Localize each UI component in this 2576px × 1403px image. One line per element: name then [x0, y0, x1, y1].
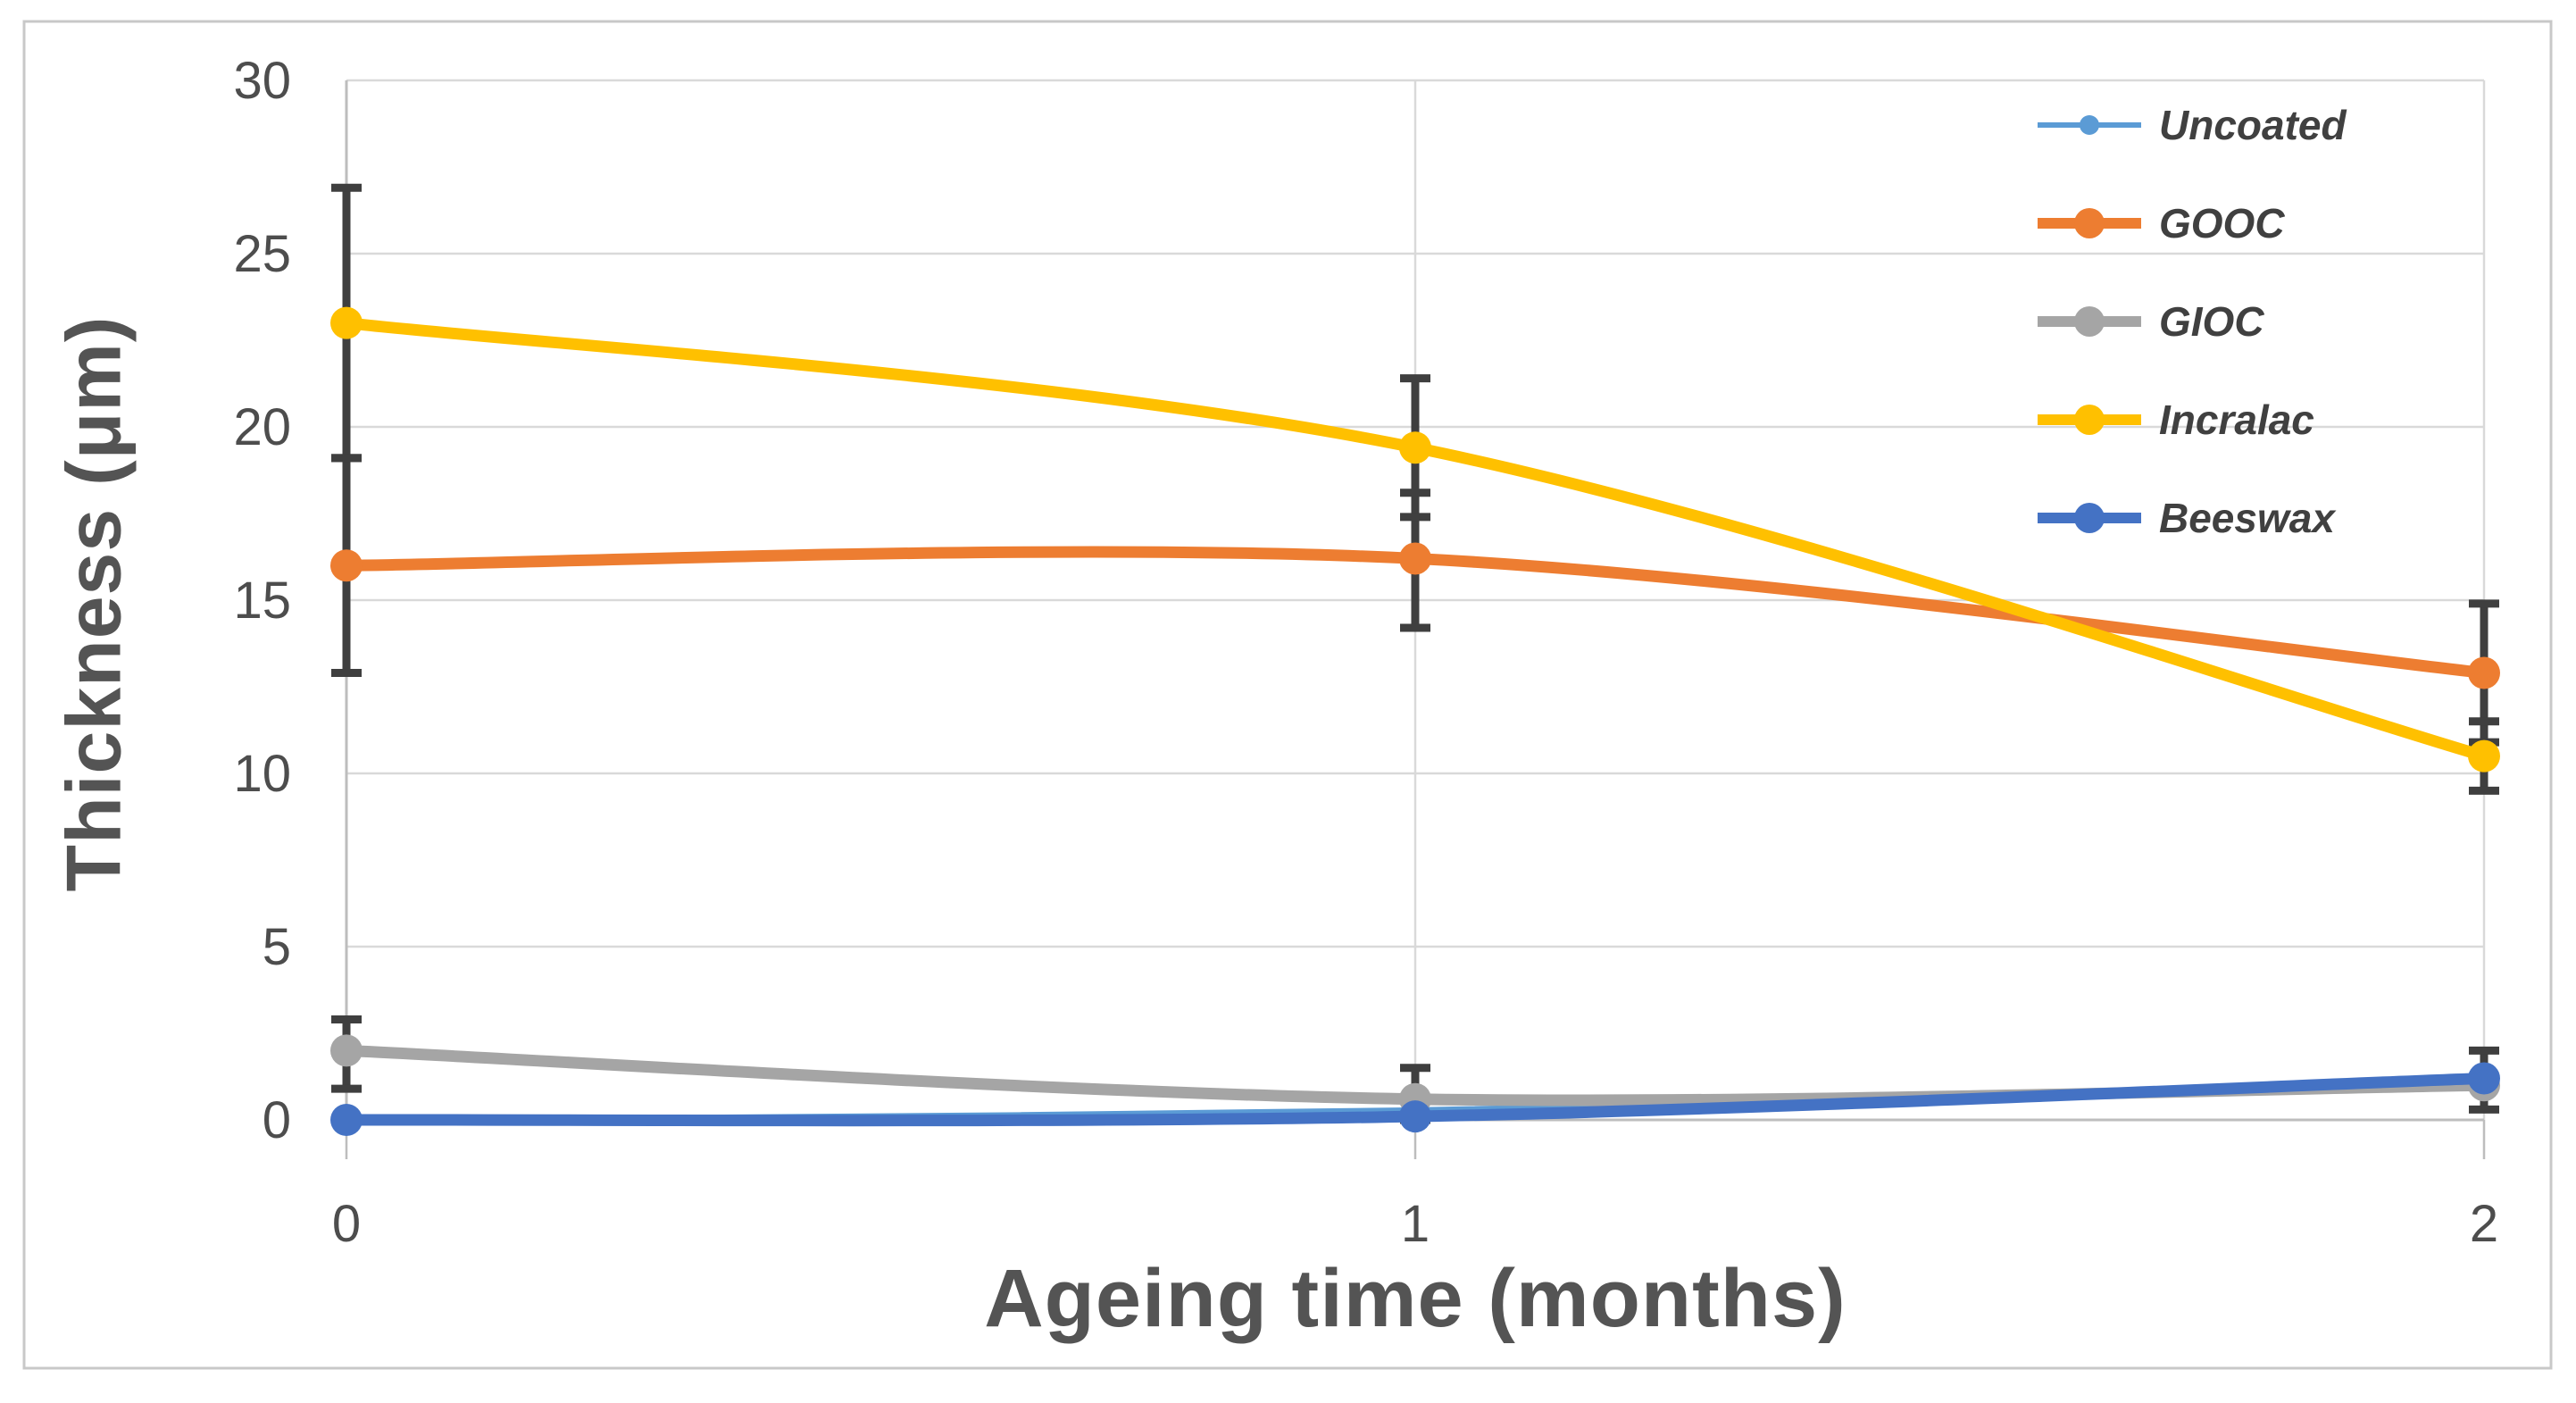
y-tick-label-5: 5 — [263, 918, 291, 976]
marker-beeswax-x1 — [1399, 1100, 1431, 1133]
marker-gioc-x0 — [330, 1034, 363, 1067]
marker-gooc-x0 — [330, 549, 363, 582]
marker-incralac-x0 — [330, 306, 363, 339]
legend-label-beeswax: Beeswax — [2159, 495, 2337, 541]
legend-marker-gooc — [2074, 208, 2105, 238]
x-axis-title: Ageing time (months) — [984, 1253, 1847, 1344]
legend-marker-incralac — [2074, 405, 2105, 435]
legend-marker-beeswax — [2074, 503, 2105, 533]
marker-gooc-x1 — [1399, 542, 1431, 575]
marker-beeswax-x0 — [330, 1104, 363, 1136]
y-tick-label-20: 20 — [233, 398, 291, 456]
legend-label-gioc: GIOC — [2159, 298, 2264, 345]
y-tick-label-25: 25 — [233, 225, 291, 283]
x-tick-label-0: 0 — [332, 1195, 361, 1253]
x-tick-label-2: 2 — [2470, 1195, 2498, 1253]
marker-incralac-x1 — [1399, 431, 1431, 464]
y-tick-label-10: 10 — [233, 745, 291, 803]
marker-beeswax-x2 — [2468, 1062, 2500, 1095]
y-tick-label-15: 15 — [233, 572, 291, 630]
legend-marker-gioc — [2074, 306, 2105, 337]
figure-border — [22, 20, 2553, 1370]
marker-incralac-x2 — [2468, 739, 2500, 772]
legend-label-gooc: GOOC — [2159, 200, 2285, 246]
y-axis-title: Thickness (μm) — [51, 315, 138, 892]
legend-marker-uncoated — [2080, 115, 2099, 135]
y-tick-label-30: 30 — [233, 52, 291, 110]
legend-label-uncoated: Uncoated — [2159, 102, 2347, 148]
x-tick-label-1: 1 — [1401, 1195, 1430, 1253]
marker-gooc-x2 — [2468, 656, 2500, 689]
y-tick-label-0: 0 — [263, 1091, 291, 1149]
legend-label-incralac: Incralac — [2159, 397, 2314, 443]
